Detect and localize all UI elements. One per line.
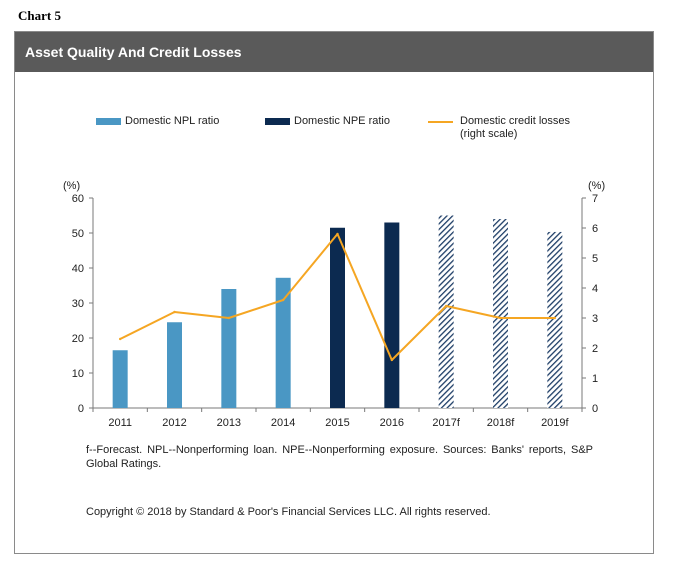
- x-tick-label: 2013: [217, 417, 241, 429]
- left-tick-label: 50: [72, 228, 84, 240]
- right-tick-label: 5: [592, 253, 598, 265]
- right-tick-label: 1: [592, 373, 598, 385]
- npe-bar: [547, 231, 563, 408]
- x-tick-label: 2017f: [432, 417, 460, 429]
- x-tick-label: 2011: [108, 417, 132, 429]
- credit-losses-point: [281, 298, 285, 302]
- npl-bar: [221, 289, 237, 408]
- credit-losses-point: [227, 316, 231, 320]
- chart-footnote: f--Forecast. NPL--Nonperforming loan. NP…: [86, 444, 593, 470]
- credit-losses-point: [118, 337, 122, 341]
- left-tick-label: 40: [72, 263, 84, 275]
- credit-losses-point: [173, 310, 176, 314]
- left-tick-label: 0: [78, 403, 84, 415]
- left-tick-label: 20: [72, 333, 84, 345]
- legend-label-losses: Domestic credit losses: [460, 115, 571, 127]
- legend-swatch-npe: [265, 118, 290, 125]
- npl-bar: [112, 350, 128, 408]
- left-tick-label: 30: [72, 298, 84, 310]
- x-tick-label: 2015: [325, 417, 349, 429]
- x-tick-label: 2019f: [541, 417, 569, 429]
- npl-bar: [167, 322, 182, 408]
- credit-losses-point: [336, 232, 339, 236]
- npl-bar: [275, 277, 291, 408]
- legend-swatch-losses: [428, 121, 453, 123]
- x-tick-label: 2014: [271, 417, 295, 429]
- right-tick-label: 3: [592, 313, 598, 325]
- credit-losses-point: [553, 316, 557, 320]
- left-tick-label: 10: [72, 368, 84, 380]
- left-axis-unit: (%): [63, 180, 80, 192]
- x-tick-label: 2016: [380, 417, 404, 429]
- chart-title: Asset Quality And Credit Losses: [25, 44, 242, 60]
- right-tick-label: 2: [592, 343, 598, 355]
- right-tick-label: 4: [592, 283, 598, 295]
- right-tick-label: 7: [592, 193, 598, 205]
- legend-label-npe: Domestic NPE ratio: [294, 115, 390, 127]
- npe-bar: [493, 219, 508, 408]
- chart-header: Asset Quality And Credit Losses: [15, 32, 653, 72]
- credit-losses-point: [390, 358, 394, 362]
- npe-bar: [438, 215, 454, 408]
- right-tick-label: 6: [592, 223, 598, 235]
- x-tick-label: 2018f: [487, 417, 515, 429]
- right-axis-unit: (%): [588, 180, 605, 192]
- x-tick-label: 2012: [162, 417, 186, 429]
- right-tick-label: 0: [592, 403, 598, 415]
- credit-losses-point: [499, 316, 502, 320]
- legend-swatch-npl: [96, 118, 121, 125]
- credit-losses-point: [444, 304, 448, 308]
- left-tick-label: 60: [72, 193, 84, 205]
- npe-bar: [330, 227, 345, 408]
- chart-number-label: Chart 5: [18, 8, 61, 23]
- copyright-notice: Copyright © 2018 by Standard & Poor's Fi…: [86, 506, 491, 518]
- legend-label-losses-sub: (right scale): [460, 128, 518, 140]
- npe-bar: [384, 222, 400, 408]
- legend-label-npl: Domestic NPL ratio: [125, 115, 220, 127]
